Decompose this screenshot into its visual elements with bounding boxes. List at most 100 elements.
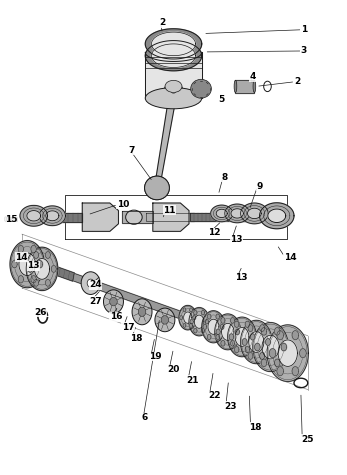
Polygon shape [225,204,249,223]
Polygon shape [261,328,267,335]
Polygon shape [46,211,59,221]
Text: 2: 2 [294,77,300,86]
Polygon shape [236,80,254,93]
Polygon shape [181,313,228,335]
Ellipse shape [103,290,124,314]
Polygon shape [235,346,239,353]
Polygon shape [34,258,50,279]
Text: 7: 7 [129,146,135,155]
Ellipse shape [132,299,152,325]
Polygon shape [292,331,299,340]
Text: 13: 13 [230,235,243,244]
Polygon shape [153,203,189,231]
Polygon shape [221,318,225,323]
Text: 10: 10 [117,200,129,209]
Polygon shape [12,260,17,268]
Ellipse shape [145,176,169,200]
Text: 17: 17 [122,323,135,332]
Polygon shape [36,212,82,222]
Polygon shape [274,359,280,367]
Polygon shape [122,211,153,223]
Polygon shape [180,316,183,320]
Polygon shape [261,359,267,367]
Polygon shape [235,329,239,335]
Polygon shape [274,328,280,335]
Text: 6: 6 [142,413,148,422]
Text: 18: 18 [130,333,143,342]
Polygon shape [35,260,74,281]
Polygon shape [145,29,202,59]
Polygon shape [278,340,297,366]
Polygon shape [262,335,279,359]
Polygon shape [292,367,299,376]
Polygon shape [145,40,202,71]
Polygon shape [216,334,220,340]
Polygon shape [248,325,253,332]
Polygon shape [216,209,227,218]
Polygon shape [299,349,306,358]
Polygon shape [211,205,233,222]
Polygon shape [203,324,207,329]
Ellipse shape [81,272,100,294]
Polygon shape [179,305,197,330]
Polygon shape [45,279,50,286]
Polygon shape [18,276,24,283]
Polygon shape [45,252,50,258]
Text: 9: 9 [256,182,262,191]
Text: 11: 11 [163,206,176,215]
Polygon shape [229,334,234,340]
Polygon shape [18,246,24,253]
Polygon shape [260,352,265,359]
Ellipse shape [164,83,183,100]
Text: 21: 21 [187,376,199,385]
Polygon shape [255,343,260,351]
Polygon shape [70,272,183,319]
Polygon shape [194,328,197,333]
Polygon shape [152,44,195,67]
Polygon shape [189,308,193,312]
Polygon shape [146,213,194,221]
Polygon shape [245,346,249,353]
Polygon shape [235,321,239,327]
Text: 26: 26 [34,308,46,317]
Polygon shape [189,307,210,336]
Text: 20: 20 [168,365,180,374]
Polygon shape [251,334,255,340]
Text: 2: 2 [160,18,166,27]
Polygon shape [260,325,265,332]
Polygon shape [220,213,246,221]
Polygon shape [37,260,43,268]
Polygon shape [228,317,256,357]
Text: 5: 5 [218,95,225,104]
Text: 12: 12 [208,228,220,238]
Polygon shape [183,323,186,327]
Polygon shape [242,339,247,345]
Polygon shape [31,246,36,253]
Text: 27: 27 [89,297,102,306]
Polygon shape [216,329,220,335]
Polygon shape [194,315,204,328]
Polygon shape [19,253,35,276]
Text: 16: 16 [110,313,122,321]
Polygon shape [220,324,224,329]
Polygon shape [221,323,234,341]
Polygon shape [183,308,186,312]
Polygon shape [207,334,211,340]
Polygon shape [207,314,211,319]
Polygon shape [230,318,235,323]
Polygon shape [201,328,205,333]
Polygon shape [154,91,177,188]
Polygon shape [201,311,205,315]
Polygon shape [231,209,243,218]
Ellipse shape [138,307,146,316]
Polygon shape [221,341,225,346]
Polygon shape [277,367,283,376]
Polygon shape [265,339,271,345]
Text: 19: 19 [150,352,162,361]
Ellipse shape [154,185,160,190]
Polygon shape [31,276,36,283]
Polygon shape [205,320,209,324]
Polygon shape [26,247,58,291]
Polygon shape [216,314,220,319]
Polygon shape [208,319,219,334]
